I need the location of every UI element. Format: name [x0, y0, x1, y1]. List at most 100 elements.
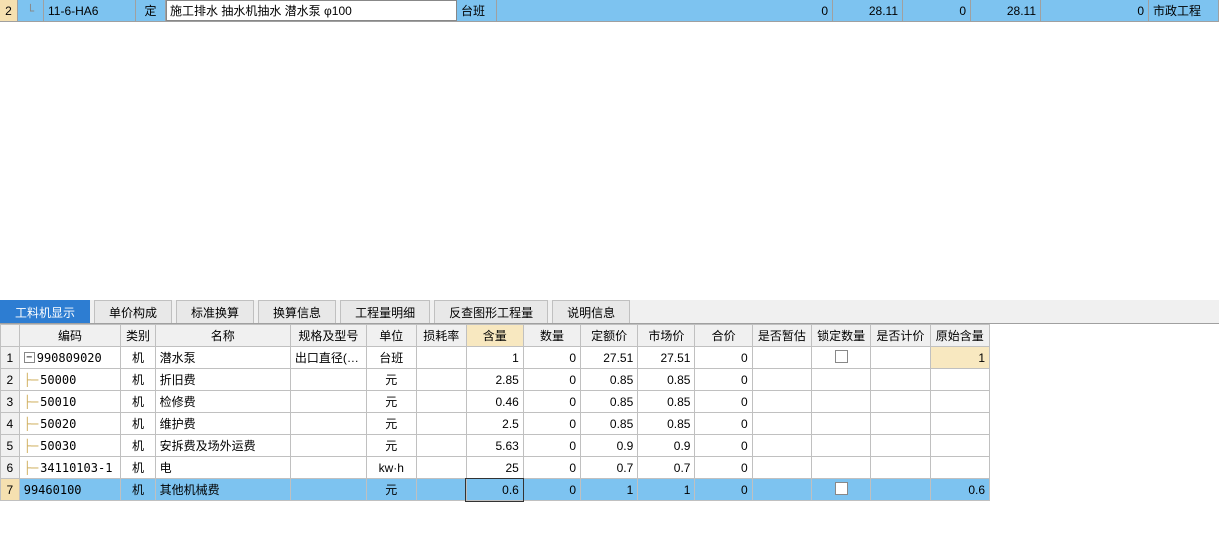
cell-loss[interactable] — [416, 391, 466, 413]
cell-qty[interactable]: 0 — [523, 347, 580, 369]
cell-loss[interactable] — [416, 413, 466, 435]
cell-content[interactable]: 1 — [466, 347, 523, 369]
cell-orig[interactable]: 0.6 — [930, 479, 989, 501]
cell-temp[interactable] — [752, 457, 811, 479]
cell-temp[interactable] — [752, 435, 811, 457]
header-total[interactable]: 合价 — [695, 325, 752, 347]
header-market[interactable]: 市场价 — [638, 325, 695, 347]
lock-checkbox[interactable] — [835, 482, 848, 495]
tab-standard-conversion[interactable]: 标准换算 — [176, 300, 254, 323]
cell-price[interactable]: 0.9 — [581, 435, 638, 457]
cell-lock[interactable] — [811, 479, 870, 501]
cell-price[interactable]: 27.51 — [581, 347, 638, 369]
cell-unit[interactable]: 元 — [366, 479, 416, 501]
cell-type[interactable]: 机 — [121, 391, 155, 413]
cell-name[interactable]: 其他机械费 — [155, 479, 290, 501]
header-name[interactable]: 名称 — [155, 325, 290, 347]
cell-code[interactable]: ├─ 50030 — [19, 435, 121, 457]
cell-qty[interactable]: 0 — [523, 413, 580, 435]
header-code[interactable]: 编码 — [19, 325, 121, 347]
cell-unit[interactable]: 元 — [366, 435, 416, 457]
cell-name[interactable]: 潜水泵 — [155, 347, 290, 369]
cell-name[interactable]: 折旧费 — [155, 369, 290, 391]
header-lock[interactable]: 锁定数量 — [811, 325, 870, 347]
cell-content[interactable]: 0.6 — [466, 479, 523, 501]
cell-market[interactable]: 0.9 — [638, 435, 695, 457]
cell-total[interactable]: 0 — [695, 347, 752, 369]
cell-code[interactable]: ├─ 50010 — [19, 391, 121, 413]
cell-spec[interactable] — [290, 369, 366, 391]
cell-market[interactable]: 0.85 — [638, 391, 695, 413]
cell-calc[interactable] — [871, 413, 930, 435]
header-qty[interactable]: 数量 — [523, 325, 580, 347]
cell-price[interactable]: 0.85 — [581, 391, 638, 413]
table-row[interactable]: 1− 990809020机潜水泵出口直径(…台班1027.5127.5101 — [1, 347, 990, 369]
cell-temp[interactable] — [752, 391, 811, 413]
cell-lock[interactable] — [811, 347, 870, 369]
cell-lock[interactable] — [811, 457, 870, 479]
cell-price[interactable]: 1 — [581, 479, 638, 501]
cell-code[interactable]: 99460100 — [19, 479, 121, 501]
cell-content[interactable]: 25 — [466, 457, 523, 479]
cell-spec[interactable] — [290, 457, 366, 479]
cell-content[interactable]: 2.85 — [466, 369, 523, 391]
tab-conversion-info[interactable]: 换算信息 — [258, 300, 336, 323]
cell-code[interactable]: − 990809020 — [19, 347, 121, 369]
lock-checkbox[interactable] — [835, 350, 848, 363]
tab-quantity-detail[interactable]: 工程量明细 — [340, 300, 430, 323]
header-temp[interactable]: 是否暂估 — [752, 325, 811, 347]
cell-spec[interactable] — [290, 435, 366, 457]
cell-lock[interactable] — [811, 369, 870, 391]
cell-code[interactable]: ├─ 50000 — [19, 369, 121, 391]
cell-type[interactable]: 机 — [121, 457, 155, 479]
cell-type[interactable]: 机 — [121, 435, 155, 457]
cell-calc[interactable] — [871, 369, 930, 391]
cell-calc[interactable] — [871, 435, 930, 457]
cell-qty[interactable]: 0 — [523, 369, 580, 391]
cell-type[interactable]: 机 — [121, 413, 155, 435]
top-name-input[interactable]: 施工排水 抽水机抽水 潜水泵 φ100 — [166, 0, 457, 21]
header-price[interactable]: 定额价 — [581, 325, 638, 347]
cell-price[interactable]: 0.85 — [581, 413, 638, 435]
cell-unit[interactable]: 元 — [366, 413, 416, 435]
cell-total[interactable]: 0 — [695, 413, 752, 435]
cell-total[interactable]: 0 — [695, 369, 752, 391]
cell-temp[interactable] — [752, 479, 811, 501]
cell-content[interactable]: 0.46 — [466, 391, 523, 413]
cell-spec[interactable] — [290, 391, 366, 413]
tab-description[interactable]: 说明信息 — [552, 300, 630, 323]
cell-loss[interactable] — [416, 347, 466, 369]
top-code[interactable]: 11-6-HA6 — [44, 0, 136, 21]
cell-type[interactable]: 机 — [121, 369, 155, 391]
cell-temp[interactable] — [752, 369, 811, 391]
header-calc[interactable]: 是否计价 — [871, 325, 930, 347]
cell-orig[interactable] — [930, 435, 989, 457]
header-orig[interactable]: 原始含量 — [930, 325, 989, 347]
cell-calc[interactable] — [871, 391, 930, 413]
cell-content[interactable]: 5.63 — [466, 435, 523, 457]
cell-orig[interactable] — [930, 413, 989, 435]
table-row[interactable]: 2├─ 50000机折旧费元2.8500.850.850 — [1, 369, 990, 391]
tab-reverse-lookup[interactable]: 反查图形工程量 — [434, 300, 548, 323]
cell-lock[interactable] — [811, 391, 870, 413]
cell-qty[interactable]: 0 — [523, 391, 580, 413]
header-spec[interactable]: 规格及型号 — [290, 325, 366, 347]
cell-orig[interactable]: 1 — [930, 347, 989, 369]
header-type[interactable]: 类别 — [121, 325, 155, 347]
header-loss[interactable]: 损耗率 — [416, 325, 466, 347]
cell-name[interactable]: 电 — [155, 457, 290, 479]
cell-qty[interactable]: 0 — [523, 457, 580, 479]
cell-market[interactable]: 1 — [638, 479, 695, 501]
cell-total[interactable]: 0 — [695, 457, 752, 479]
table-row[interactable]: 3├─ 50010机检修费元0.4600.850.850 — [1, 391, 990, 413]
cell-total[interactable]: 0 — [695, 391, 752, 413]
cell-type[interactable]: 机 — [121, 347, 155, 369]
cell-code[interactable]: ├─ 34110103-1 — [19, 457, 121, 479]
cell-price[interactable]: 0.85 — [581, 369, 638, 391]
cell-orig[interactable] — [930, 391, 989, 413]
cell-name[interactable]: 检修费 — [155, 391, 290, 413]
cell-temp[interactable] — [752, 413, 811, 435]
cell-loss[interactable] — [416, 435, 466, 457]
cell-market[interactable]: 27.51 — [638, 347, 695, 369]
cell-code[interactable]: ├─ 50020 — [19, 413, 121, 435]
